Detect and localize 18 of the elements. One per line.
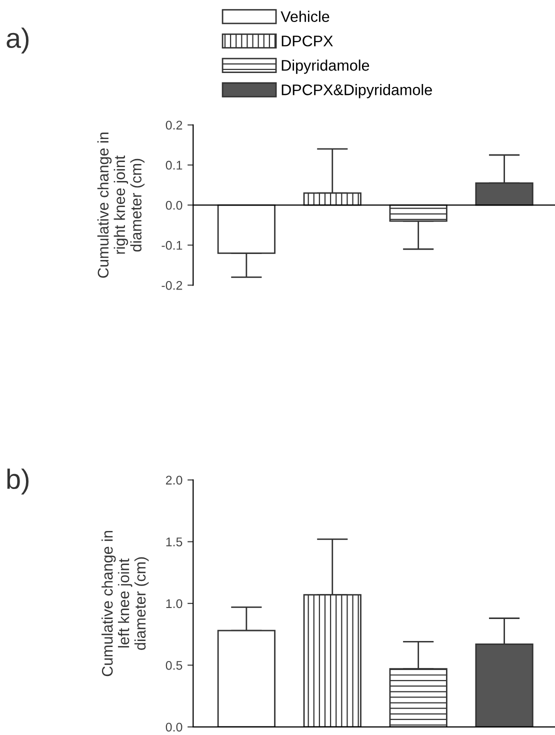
- y-tick-label: 0.0: [166, 722, 182, 732]
- y-tick-label: 1.5: [166, 538, 182, 546]
- y-axis-title: Cumulative change in right knee joint diameter (cm): [97, 132, 145, 278]
- y-tick-label: -0.2: [162, 280, 182, 290]
- y-tick-label: 1.0: [166, 599, 182, 608]
- y-tick-label: 0.1: [166, 160, 182, 170]
- y-tick-label: 2.0: [166, 476, 182, 485]
- legend-label: Vehicle: [280, 10, 330, 22]
- y-tick-label: 0.5: [166, 660, 182, 670]
- y-tick-label: 0.0: [166, 200, 182, 210]
- chart-title: a): [6, 28, 29, 54]
- y-tick-label: -0.1: [162, 240, 182, 250]
- legend-label: Dipyridamole: [282, 60, 370, 74]
- y-axis-title: Cumulative change in left knee joint diameter (cm): [102, 530, 149, 676]
- y-tick-label: 0.2: [166, 120, 182, 130]
- legend-label: DPCPX: [282, 36, 333, 46]
- chart-title: b): [7, 468, 29, 495]
- legend-label: DPCPX&Dipyridamole: [282, 84, 432, 98]
